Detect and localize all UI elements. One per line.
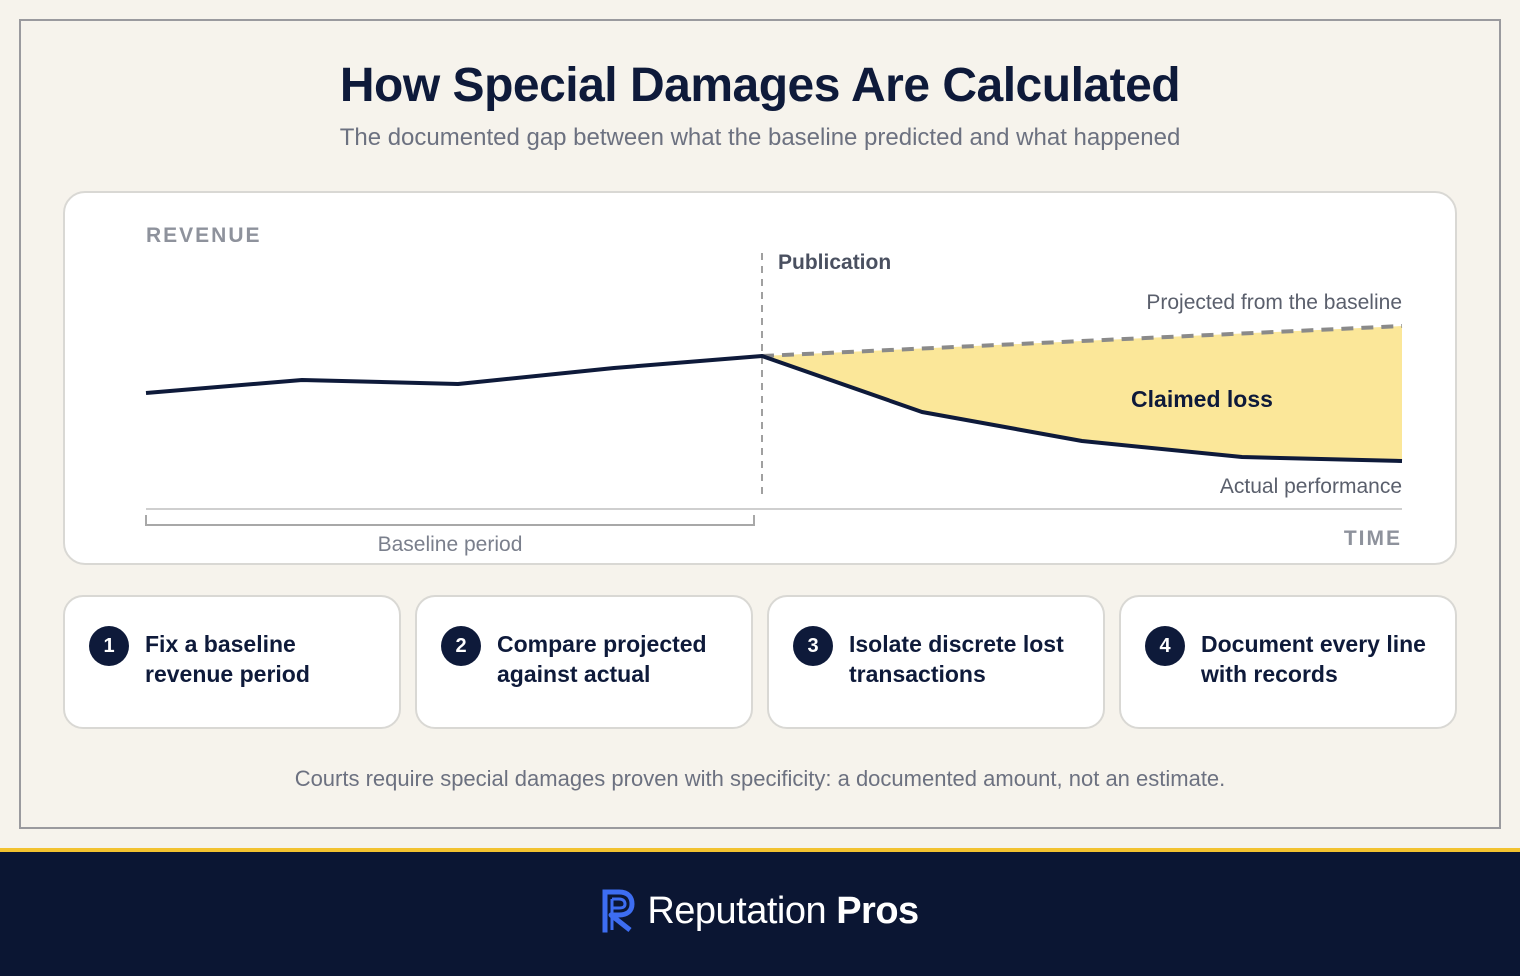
actual-performance-line — [145, 354, 1403, 463]
page-subtitle: The documented gap between what the base… — [339, 124, 1181, 151]
brand-name-bold: Pros — [836, 889, 919, 932]
brand-name: Reputation Pros — [647, 889, 919, 933]
step-text: Document every line with records — [1201, 631, 1426, 687]
claimed-loss-label: Claimed loss — [1131, 386, 1273, 412]
step-number-badge: 4 — [1145, 626, 1185, 666]
page-title: How Special Damages Are Calculated — [339, 59, 1181, 112]
step-text: Compare projected against actual — [497, 631, 707, 687]
step-text: Isolate discrete lost transactions — [849, 631, 1064, 687]
claimed-loss-area — [762, 326, 1402, 461]
steps-row: 1 Fix a baseline revenue period 2 Compar… — [63, 595, 1457, 729]
footer-bar: Reputation Pros — [0, 848, 1520, 976]
step-number-badge: 3 — [793, 626, 833, 666]
footnote: Courts require special damages proven wi… — [294, 766, 1226, 791]
step-number-badge: 2 — [441, 626, 481, 666]
step-number-badge: 1 — [89, 626, 129, 666]
brand-name-light: Reputation — [647, 889, 827, 932]
baseline-bracket — [145, 515, 755, 526]
step-card-3: 3 Isolate discrete lost transactions — [767, 595, 1105, 729]
actual-performance-label: Actual performance — [1220, 475, 1402, 498]
damages-diagram: REVENUE Publication Projected from the b… — [145, 224, 1403, 556]
x-axis-label: TIME — [1344, 527, 1402, 550]
brand-logo[interactable]: Reputation Pros — [0, 888, 1520, 934]
step-card-4: 4 Document every line with records — [1119, 595, 1457, 729]
publication-label: Publication — [778, 251, 891, 274]
baseline-period-label: Baseline period — [378, 533, 523, 556]
step-card-2: 2 Compare projected against actual — [415, 595, 753, 729]
projected-line — [761, 324, 1403, 358]
projected-label: Projected from the baseline — [1146, 291, 1402, 314]
y-axis-label: REVENUE — [146, 224, 262, 247]
step-card-1: 1 Fix a baseline revenue period — [63, 595, 401, 729]
step-text: Fix a baseline revenue period — [145, 631, 310, 687]
diagram-card: REVENUE Publication Projected from the b… — [63, 191, 1457, 565]
r-logo-icon — [602, 889, 635, 933]
